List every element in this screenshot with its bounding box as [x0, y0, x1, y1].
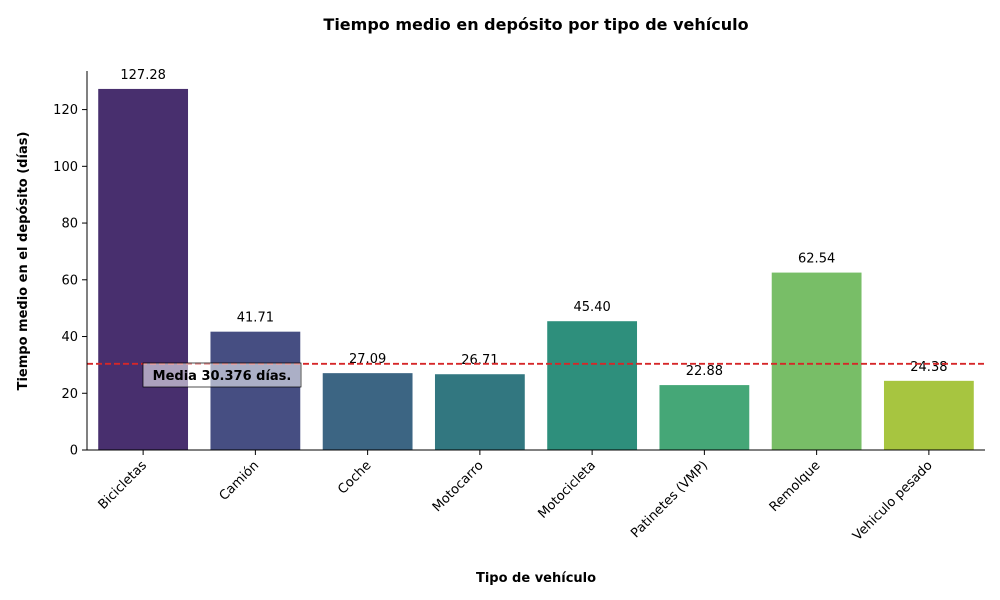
bar-value-label: 27.09	[349, 352, 386, 367]
y-tick-label: 60	[61, 273, 78, 288]
bar-4	[434, 374, 525, 450]
mean-label-box	[142, 362, 302, 388]
bar-8	[883, 380, 974, 450]
x-tick-label: Bicicletas	[96, 458, 151, 513]
x-tick-label: Remolque	[767, 458, 824, 515]
bar-2	[210, 331, 301, 450]
x-tick-label: Motocicleta	[535, 458, 599, 522]
bar-value-label: 62.54	[798, 252, 835, 267]
bar-value-label: 127.28	[120, 68, 166, 83]
bar-1	[98, 88, 189, 450]
y-tick-label: 100	[53, 160, 78, 175]
x-tick-label: Motocarro	[430, 458, 487, 515]
bar-value-label: 41.71	[237, 311, 274, 326]
bar-5	[547, 321, 638, 450]
y-tick-label: 80	[61, 217, 78, 232]
y-axis-label: Tiempo medio en el depósito (días)	[16, 132, 31, 391]
bar-value-label: 26.71	[461, 353, 498, 368]
bar-value-label: 22.88	[686, 364, 723, 379]
chart-title: Tiempo medio en depósito por tipo de veh…	[323, 15, 748, 34]
x-tick-label: Coche	[335, 458, 374, 497]
x-tick-label: Camión	[217, 458, 263, 504]
y-tick-label: 0	[70, 444, 78, 459]
bar-value-label: 45.40	[574, 300, 611, 315]
bar-7	[771, 272, 862, 450]
mean-label: Media 30.376 días.	[153, 369, 292, 384]
y-tick-label: 40	[61, 330, 78, 345]
plot-area: 0 20 40 60 80 100 120 127.28 Bicicletas 41.71 Cami…	[53, 68, 985, 544]
y-tick-label: 20	[61, 387, 78, 402]
mean-annotation: Media 30.376 días.	[142, 362, 302, 388]
bar-6	[659, 385, 750, 450]
x-tick-label: Vehiculo pesado	[850, 458, 936, 544]
y-tick-label: 120	[53, 103, 78, 118]
bar-3	[322, 373, 413, 450]
x-axis-label: Tipo de vehículo	[476, 571, 596, 586]
x-tick-label: Patinetes (VMP)	[628, 458, 711, 541]
bar-value-label: 24.38	[910, 360, 947, 375]
